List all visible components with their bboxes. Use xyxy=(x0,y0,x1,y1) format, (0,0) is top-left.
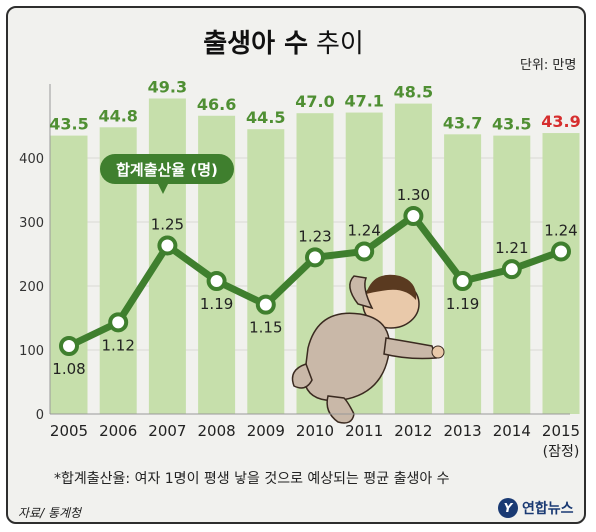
rate-point xyxy=(255,294,276,315)
logo-text: 연합뉴스 xyxy=(522,501,574,517)
baby-illustration xyxy=(291,274,445,424)
rate-value-label: 1.19 xyxy=(446,295,479,313)
rate-point xyxy=(354,241,375,262)
bar-value-label: 43.7 xyxy=(443,113,482,132)
rate-point xyxy=(501,259,522,280)
yonhap-logo-icon: Y xyxy=(498,498,518,518)
x-tick-label: 2005 xyxy=(50,422,88,440)
unit-label: 단위: 만명 xyxy=(520,58,577,73)
rate-value-label: 1.24 xyxy=(544,221,577,239)
rate-point xyxy=(59,336,79,356)
bar-value-label: 44.8 xyxy=(98,106,137,125)
bar-value-label: 49.3 xyxy=(148,77,187,96)
rate-legend-label: 합계출산율 (명) xyxy=(116,161,218,179)
chart-title-light: 추이 xyxy=(316,29,364,59)
y-tick-label: 400 xyxy=(19,152,44,167)
bar-value-label: 48.5 xyxy=(394,83,433,102)
rate-legend-callout: 합계출산율 (명) xyxy=(100,154,234,194)
x-tick-label: 2008 xyxy=(198,422,236,440)
x-tick-label: 2015 xyxy=(542,422,580,440)
x-tick-label: 2013 xyxy=(444,422,482,440)
source-label: 자료/ 통계청 xyxy=(18,506,82,520)
bar-value-label: 43.5 xyxy=(492,115,531,134)
rate-value-label: 1.21 xyxy=(495,239,528,257)
rate-point xyxy=(551,241,571,262)
rate-value-label: 1.25 xyxy=(151,216,184,234)
rate-point xyxy=(108,312,129,333)
x-tick-note: (잠정) xyxy=(543,444,580,460)
rate-point xyxy=(452,271,473,291)
x-tick-label: 2010 xyxy=(296,422,334,440)
bar-value-label: 47.0 xyxy=(295,92,334,111)
rate-value-label: 1.15 xyxy=(249,319,282,337)
rate-value-label: 1.24 xyxy=(347,221,380,239)
rate-value-label: 1.12 xyxy=(101,336,134,354)
bar xyxy=(394,103,432,414)
yonhap-logo: Y 연합뉴스 xyxy=(498,498,574,518)
bar-value-label: 46.6 xyxy=(197,95,236,114)
rate-point xyxy=(206,271,227,291)
x-tick-label: 2011 xyxy=(345,422,383,440)
bar-value-label: 44.5 xyxy=(246,108,285,127)
bar xyxy=(542,133,580,414)
bar-value-label: 47.1 xyxy=(344,92,383,111)
y-tick-label: 200 xyxy=(19,280,44,295)
y-tick-label: 0 xyxy=(36,408,44,423)
rate-point xyxy=(403,206,424,226)
bar-value-label: 43.5 xyxy=(49,115,88,134)
chart-title-bold: 출생아 수 xyxy=(203,29,308,59)
rate-value-label: 1.19 xyxy=(200,295,233,313)
rate-value-label: 1.30 xyxy=(397,186,430,204)
footnote: *합계출산율: 여자 1명이 평생 낳을 것으로 예상되는 평균 출생아 수 xyxy=(54,471,450,487)
chart-canvas: 출생아 수 추이 0 100 200 300 400 43.5 44.8 49.3 46.6 4… xyxy=(19,29,581,460)
y-tick-label: 100 xyxy=(19,344,44,359)
rate-point xyxy=(305,247,325,268)
chart-frame: 출생아 수 추이 0 100 200 300 400 43.5 44.8 49.3 46.6 4… xyxy=(6,6,586,524)
rate-value-label: 1.23 xyxy=(298,227,331,245)
x-tick-label: 2009 xyxy=(247,422,285,440)
y-tick-label: 300 xyxy=(19,216,44,231)
bar xyxy=(247,129,285,414)
bar-value-label: 43.9 xyxy=(541,112,580,131)
bar xyxy=(50,135,88,414)
x-tick-label: 2012 xyxy=(394,422,432,440)
rate-point xyxy=(157,235,178,256)
x-tick-label: 2007 xyxy=(148,422,186,440)
x-tick-label: 2014 xyxy=(493,422,531,440)
x-tick-label: 2006 xyxy=(99,422,137,440)
rate-value-label: 1.08 xyxy=(52,360,85,378)
